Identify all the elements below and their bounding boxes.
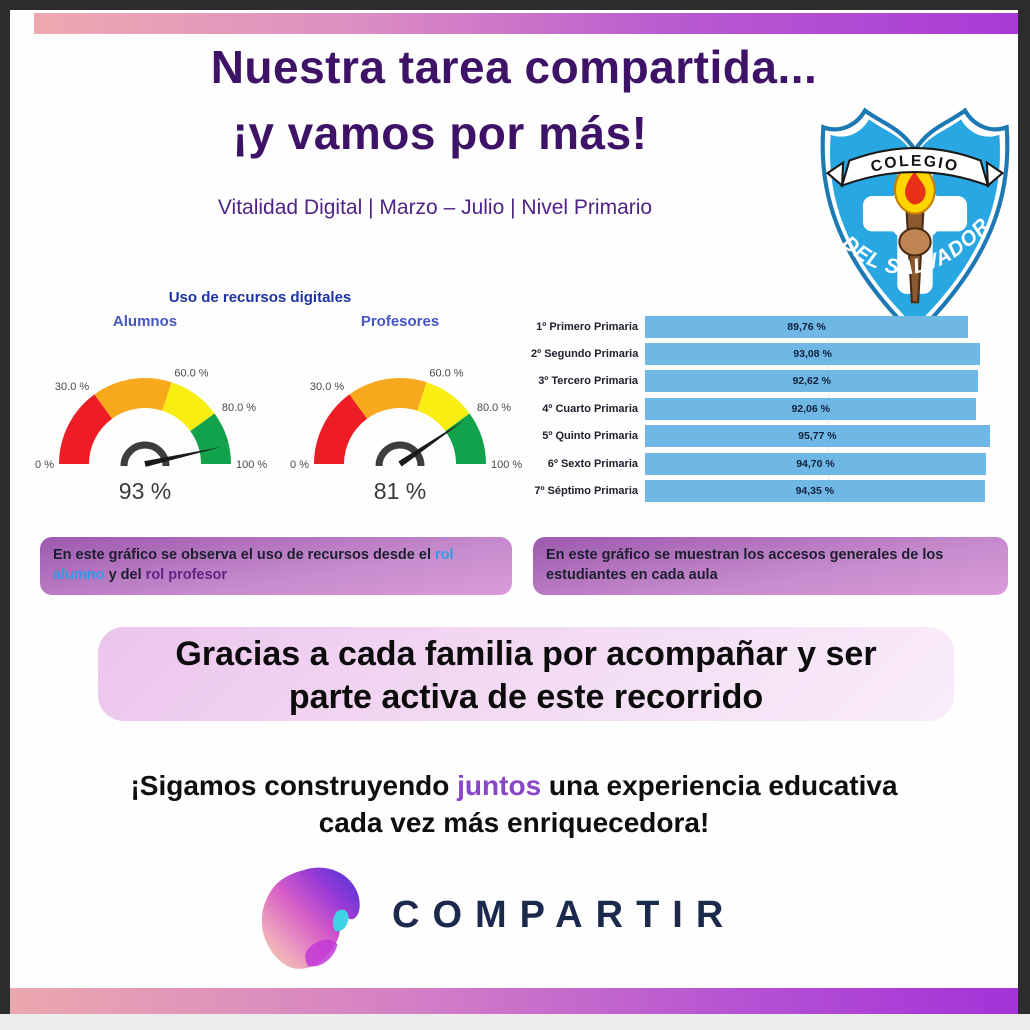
compartir-logo-icon	[261, 867, 360, 969]
bar-fill: 94,35 %	[645, 480, 985, 503]
gauge-segment	[94, 378, 172, 419]
bar-value-label: 92,06 %	[791, 402, 830, 415]
caption-highlight-rol-profesor: rol profesor	[145, 566, 228, 583]
bar-row: 1º Primero Primaria 89,76 %	[531, 313, 1008, 340]
shield-icon: COLEGIO DEL SALVADOR	[820, 107, 1010, 339]
bar-fill: 94,70 %	[645, 452, 986, 475]
bar-row: 3º Tercero Primaria 92,62 %	[531, 368, 1008, 395]
closing-line1-pre: ¡Sigamos construyendo	[130, 770, 458, 801]
bar-value-label: 94,35 %	[795, 485, 835, 498]
bar-track: 93,08 %	[645, 343, 1005, 366]
gauges-section-title: Uso de recursos digitales	[168, 289, 352, 306]
page-subtitle: Vitalidad Digital | Marzo – Julio | Nive…	[217, 196, 653, 219]
bar-row: 7º Séptimo Primaria 94,35 %	[531, 477, 1008, 504]
closing-highlight-juntos: juntos	[457, 770, 542, 801]
bar-row: 4º Cuarto Primaria 92,06 %	[531, 395, 1008, 422]
infographic-page: Nuestra tarea compartida... ¡y vamos por…	[10, 10, 1018, 1014]
closing-line2: cada vez más enriquecedora!	[318, 807, 710, 838]
bar-fill: 95,77 %	[645, 425, 990, 448]
bar-fill: 93,08 %	[645, 343, 981, 366]
bar-value-label: 95,77 %	[798, 430, 837, 443]
gauge-value-alumnos: 93 %	[118, 478, 172, 504]
bar-category-label: 2º Segundo Primaria	[531, 348, 639, 361]
badge-banner-text: COLEGIO	[869, 153, 959, 176]
gauge-segment	[349, 378, 427, 419]
caption-gauges-text: En este gráfico se observa el uso de rec…	[53, 547, 435, 563]
bar-value-label: 93,08 %	[793, 348, 832, 361]
access-bar-chart: 1º Primero Primaria 89,76 % 2º Segundo Pri…	[531, 313, 1008, 505]
bar-track: 95,77 %	[645, 425, 1005, 448]
bar-row: 2º Segundo Primaria 93,08 %	[531, 340, 1008, 367]
gauge-segment	[59, 394, 113, 464]
caption-gauges: En este gráfico se observa el uso de rec…	[40, 537, 512, 595]
gauge-tick-label: 60.0 %	[174, 368, 208, 380]
caption-bars: En este gráfico se muestran los accesos …	[533, 537, 1008, 595]
closing-line1-post: una experiencia educativa	[541, 770, 898, 801]
viewer-bottom-strip	[0, 1014, 1030, 1030]
gauge-needle	[398, 420, 465, 467]
bar-track: 94,70 %	[645, 452, 1005, 475]
bar-category-label: 4º Cuarto Primaria	[542, 402, 638, 415]
gauge-value-profesores: 81 %	[373, 478, 427, 504]
bar-category-label: 3º Tercero Primaria	[538, 375, 638, 388]
gauge-tick-label: 30.0 %	[310, 381, 344, 393]
bar-track: 94,35 %	[645, 480, 1005, 503]
gauge-needle	[144, 446, 222, 467]
gauge-tick-label: 80.0 %	[222, 402, 256, 414]
gauge-label-alumnos: Alumnos	[112, 313, 178, 330]
bar-category-label: 5º Quinto Primaria	[542, 430, 638, 443]
gauge-tick-label: 60.0 %	[429, 368, 463, 380]
bar-category-label: 6º Sexto Primaria	[547, 457, 638, 470]
gauge-tick-label: 0 %	[290, 459, 309, 471]
bar-track: 92,62 %	[645, 370, 1005, 393]
top-gradient-bar	[34, 13, 1018, 34]
gauge-tick-label: 80.0 %	[477, 402, 511, 414]
thanks-line2: parte activa de este recorrido	[288, 678, 764, 716]
page-title-line2: ¡y vamos por más!	[232, 107, 648, 159]
bar-category-label: 7º Séptimo Primaria	[534, 485, 638, 498]
gauge-tick-label: 100 %	[236, 459, 267, 471]
bar-row: 5º Quinto Primaria 95,77 %	[531, 423, 1008, 450]
gauge-hub	[375, 441, 425, 467]
gauge-chart-alumnos: 0 % 30.0 % 60.0 % 80.0 % 100 %	[35, 368, 267, 471]
gauge-segment	[162, 382, 215, 432]
bar-value-label: 92,62 %	[792, 375, 831, 388]
bar-track: 92,06 %	[645, 397, 1005, 420]
school-badge: COLEGIO DEL SALVADOR	[810, 96, 1020, 346]
caption-highlight-rol-alumno: rol alumno	[53, 547, 454, 583]
gauge-tick-label: 100 %	[491, 459, 522, 471]
gauge-chart-profesores: 0 % 30.0 % 60.0 % 80.0 % 100 %	[290, 368, 522, 471]
gauge-tick-label: 30.0 %	[55, 381, 89, 393]
bar-track: 89,76 %	[645, 315, 1005, 338]
banner-ribbon	[825, 147, 1005, 188]
closing-message: ¡Sigamos construyendo juntos una experie…	[64, 767, 964, 841]
thanks-line1: Gracias a cada familia por acompañar y s…	[175, 635, 877, 673]
gauge-tick-label: 0 %	[35, 459, 54, 471]
bar-row: 6º Sexto Primaria 94,70 %	[531, 450, 1008, 477]
bottom-gradient-bar	[10, 988, 1018, 1014]
bar-value-label: 89,76 %	[787, 320, 826, 333]
caption-gauges-mid: y del	[104, 566, 146, 583]
bar-fill: 89,76 %	[645, 315, 969, 338]
bar-fill: 92,62 %	[645, 370, 979, 393]
svg-text:COLEGIO: COLEGIO	[869, 153, 961, 176]
bar-value-label: 94,70 %	[796, 457, 835, 470]
thanks-box: Gracias a cada familia por acompañar y s…	[98, 627, 954, 721]
page-title-line1: Nuestra tarea compartida...	[210, 41, 818, 93]
bar-fill: 92,06 %	[645, 397, 977, 420]
compartir-logo-text: COMPARTIR	[392, 894, 737, 936]
gauge-label-profesores: Profesores	[360, 313, 440, 330]
caption-bars-text: En este gráfico se muestran los accesos …	[546, 547, 944, 583]
gauge-segment	[417, 382, 470, 432]
gauge-segment	[314, 394, 368, 464]
bar-category-label: 1º Primero Primaria	[536, 320, 638, 333]
